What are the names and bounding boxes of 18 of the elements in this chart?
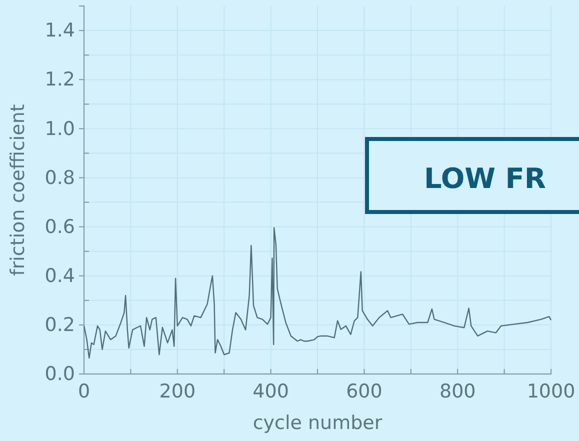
x-axis-title: cycle number: [252, 412, 382, 434]
y-tick-label: 0.8: [44, 166, 75, 189]
x-tick-label: 800: [439, 380, 476, 402]
y-tick-label: 0.2: [44, 314, 75, 336]
y-tick-label: 1.0: [44, 118, 75, 140]
x-tick-label: 200: [159, 380, 196, 402]
x-tick-label: 0: [78, 380, 90, 402]
y-tick-label: 1.2: [44, 68, 75, 91]
y-tick-label: 0.0: [44, 363, 75, 386]
line-series: [83, 227, 552, 359]
x-tick-label: 400: [252, 380, 289, 402]
x-tick-label: 1000: [526, 380, 576, 402]
y-tick-label: 0.6: [44, 216, 75, 238]
x-tick-label: 600: [346, 380, 382, 402]
y-axis-title: friction coefficient: [7, 104, 29, 276]
y-tick-label: 0.4: [44, 264, 75, 287]
annotation: LOW FR: [424, 162, 546, 195]
y-tick-label: 1.4: [44, 20, 75, 42]
